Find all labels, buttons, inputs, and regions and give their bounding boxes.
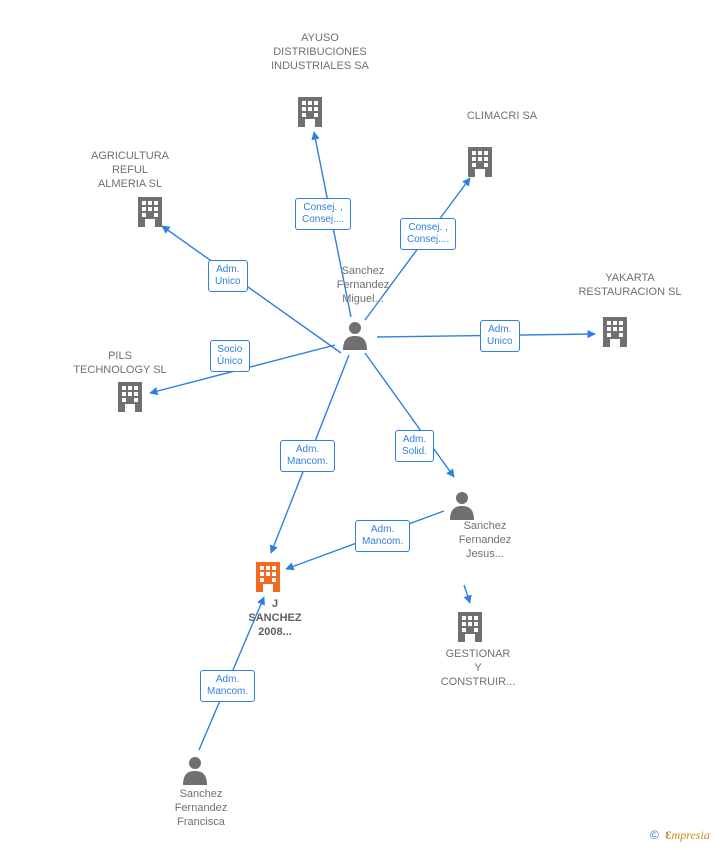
edges-layer	[150, 132, 595, 750]
graph-canvas	[0, 0, 728, 850]
edge-jesus-gestionar	[464, 585, 470, 603]
copyright-symbol: ©	[650, 828, 659, 842]
building-icon[interactable]	[138, 197, 162, 227]
edge-miguel-pils	[150, 345, 335, 393]
watermark-brand: mpresia	[672, 828, 710, 842]
edge-miguel-agric	[162, 226, 341, 353]
edge-miguel-jsanchez	[271, 355, 349, 553]
edge-miguel-jesus	[365, 353, 454, 477]
edge-jesus-jsanchez	[286, 511, 444, 569]
building-icon[interactable]	[298, 97, 322, 127]
building-icon[interactable]	[256, 562, 280, 592]
person-icon[interactable]	[183, 757, 207, 785]
building-icon[interactable]	[118, 382, 142, 412]
watermark: © Ɛmpresia	[650, 828, 710, 843]
building-icon[interactable]	[468, 147, 492, 177]
edge-francisca-jsanchez	[199, 597, 264, 750]
edge-miguel-yakarta	[377, 334, 595, 337]
edge-miguel-climacri	[365, 178, 470, 320]
icons-layer	[118, 97, 627, 785]
edge-miguel-ayuso	[314, 132, 351, 317]
person-icon[interactable]	[450, 492, 474, 520]
building-icon[interactable]	[603, 317, 627, 347]
building-icon[interactable]	[458, 612, 482, 642]
person-icon[interactable]	[343, 322, 367, 350]
